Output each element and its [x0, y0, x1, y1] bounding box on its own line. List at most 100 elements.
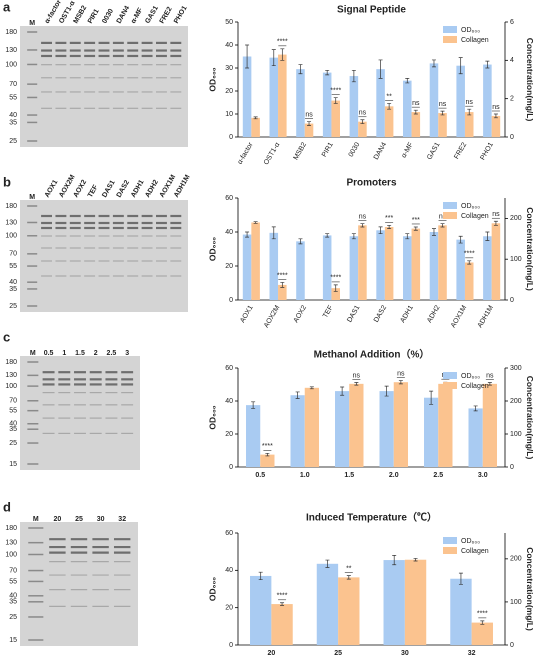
error-bar	[413, 558, 418, 562]
error-bar	[467, 260, 472, 265]
significance-label: ns	[492, 104, 500, 111]
x-tick-label: AOX1M	[450, 304, 468, 329]
y2-tick-label: 200	[510, 215, 522, 222]
significance-label: ***	[412, 217, 420, 224]
bar	[483, 236, 492, 300]
bar	[269, 232, 279, 300]
y-tick-label: 60	[225, 530, 233, 537]
bar	[468, 408, 483, 467]
marker-label: 70	[9, 567, 17, 574]
panel-label: b	[3, 174, 11, 189]
y2-tick-label: 300	[510, 365, 522, 372]
bar	[331, 100, 340, 137]
error-bar	[360, 119, 365, 124]
bar	[376, 230, 385, 300]
marker-label: 130	[5, 219, 17, 226]
error-bar	[413, 226, 418, 231]
y-axis-label: OD₆₀₀	[207, 577, 217, 601]
error-bar	[295, 391, 300, 399]
gel-image	[20, 356, 140, 470]
bar	[424, 397, 439, 467]
bar	[322, 72, 332, 137]
y-tick-label: 20	[225, 263, 233, 270]
bar	[438, 383, 453, 467]
legend-swatch	[443, 382, 457, 389]
significance-label: ns	[412, 100, 420, 107]
x-tick-label: 30	[401, 650, 409, 657]
x-tick-label: 3.0	[478, 472, 488, 479]
x-tick-label: 25	[334, 650, 342, 657]
bar	[296, 69, 305, 137]
lane-label: DAS2	[116, 179, 131, 199]
error-bar	[333, 284, 338, 292]
error-bar	[253, 116, 258, 120]
bar	[269, 57, 279, 137]
bar	[376, 69, 385, 137]
marker-label: 70	[9, 251, 17, 258]
bar	[491, 115, 501, 137]
bar	[322, 235, 332, 300]
lane-label: 25	[75, 516, 83, 523]
error-bar	[458, 57, 463, 75]
x-tick-label: AOX1	[239, 304, 254, 324]
y-tick-label: 40	[225, 398, 233, 405]
error-bar	[298, 238, 303, 245]
marker-label: 25	[9, 303, 17, 310]
y2-tick-label: 6	[510, 19, 514, 26]
lane-label: M	[33, 516, 39, 523]
error-bar	[431, 228, 436, 236]
panel-label: c	[3, 329, 10, 344]
significance-label: ns	[492, 211, 500, 218]
bar	[411, 112, 421, 137]
lane-label: 0.5	[44, 350, 54, 357]
x-tick-label: 1.5	[344, 472, 354, 479]
error-bar	[325, 559, 330, 568]
significance-label: ***	[385, 215, 393, 222]
marker-label: 40	[9, 279, 17, 286]
x-tick-label: ADH1M	[477, 304, 495, 329]
error-bar	[245, 44, 250, 69]
x-tick-label: MSB2	[292, 141, 308, 161]
x-tick-label: 2.0	[389, 472, 399, 479]
bar	[456, 65, 465, 137]
y2-axis-label: Concentration(mg/L)	[525, 38, 535, 122]
x-tick-label: ADH2	[426, 304, 441, 324]
panel-label: a	[3, 0, 11, 14]
legend-swatch	[443, 537, 457, 544]
bar	[278, 54, 287, 138]
x-tick-label: PHO1	[479, 141, 495, 161]
bar	[483, 64, 492, 137]
bar	[491, 223, 501, 300]
marker-label: 55	[9, 263, 17, 270]
x-tick-label: 1.0	[300, 472, 310, 479]
error-bar	[298, 64, 303, 75]
bar	[338, 577, 360, 645]
y-tick-label: 40	[225, 42, 233, 49]
lane-label: 1.5	[75, 350, 85, 357]
significance-label: ****	[330, 88, 341, 95]
panel-label: d	[3, 499, 11, 514]
error-bar	[440, 110, 445, 116]
error-bar	[458, 572, 463, 585]
lane-label: TEF	[87, 183, 100, 199]
error-bar	[280, 602, 285, 606]
x-tick-label: OST1-α	[263, 141, 281, 166]
error-bar	[307, 121, 312, 126]
bar	[403, 80, 412, 137]
lane-label: PIR1	[87, 8, 101, 25]
error-bar	[387, 224, 392, 229]
marker-label: 70	[9, 81, 17, 88]
lane-label: α-MF	[130, 6, 145, 25]
error-bar	[271, 226, 276, 240]
lane-label: 2	[94, 350, 98, 357]
error-bar	[458, 235, 463, 244]
error-bar	[467, 108, 472, 116]
y2-tick-label: 100	[510, 256, 522, 263]
y2-tick-label: 2	[510, 96, 514, 103]
significance-label: ns	[305, 112, 313, 119]
x-tick-label: PIR1	[321, 141, 335, 158]
error-bar	[280, 282, 285, 288]
y-tick-label: 50	[225, 19, 233, 26]
lane-label: 30	[97, 516, 105, 523]
x-tick-label: α-MF	[401, 141, 415, 159]
